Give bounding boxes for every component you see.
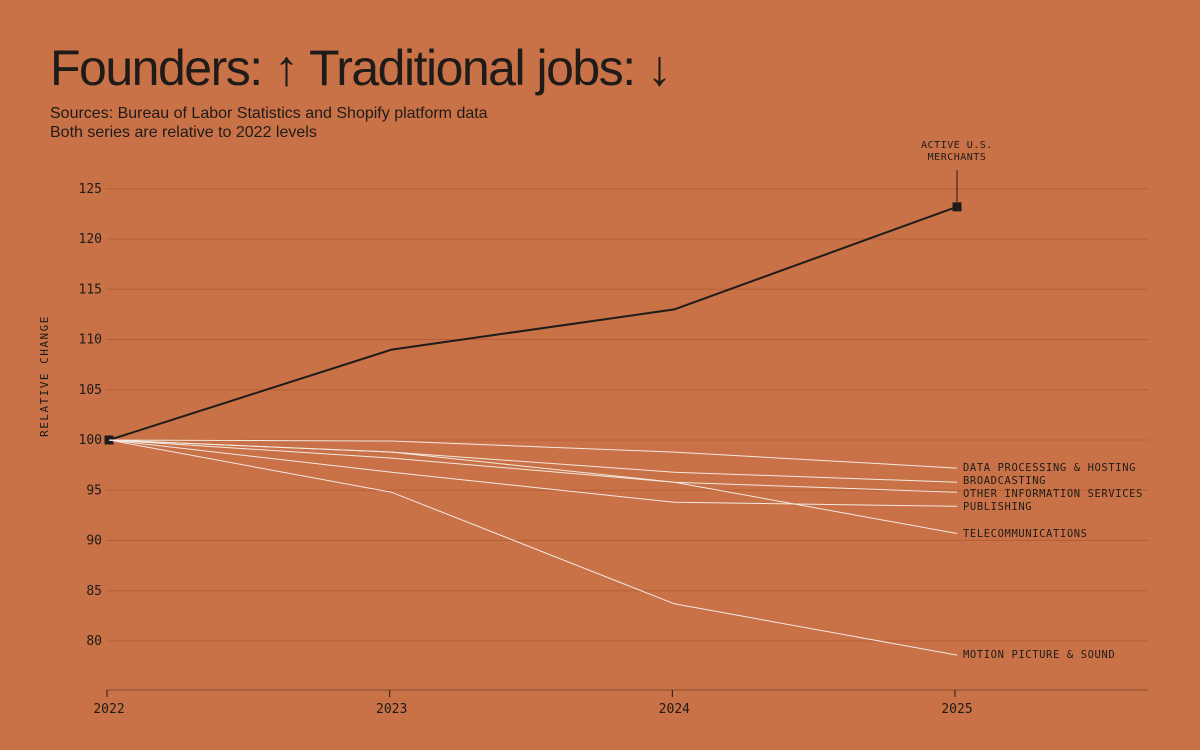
series-label-telecommunications: TELECOMMUNICATIONS xyxy=(963,528,1088,540)
series-line-active-u-s-merchants xyxy=(108,205,958,441)
x-tick-label-2023: 2023 xyxy=(376,702,407,717)
y-axis: 80 85 90 95 100 105 110 115 120 125 xyxy=(79,182,102,649)
y-tick-label-90: 90 xyxy=(86,534,102,549)
subtitle-note: Both series are relative to 2022 levels xyxy=(50,124,317,141)
y-tick-label-105: 105 xyxy=(79,383,102,398)
y-tick-label-125: 125 xyxy=(79,182,102,197)
chart-title: Founders: ↑ Traditional jobs: ↓ xyxy=(50,40,672,96)
subtitle-sources: Sources: Bureau of Labor Statistics and … xyxy=(50,105,488,122)
series-marker-active-u-s-merchants-end xyxy=(952,202,962,212)
y-tick-label-120: 120 xyxy=(79,232,102,247)
series-labels: ACTIVE U.S. MERCHANTS DATA PROCESSING & HO… xyxy=(921,140,1143,661)
series-line-telecommunications xyxy=(108,439,958,534)
series-line-data-processing-hosting xyxy=(108,439,958,469)
y-tick-label-80: 80 xyxy=(86,634,102,649)
x-axis: 2022 2023 2024 2025 xyxy=(93,689,1148,717)
series-label-motion-picture-sound: MOTION PICTURE & SOUND xyxy=(963,649,1115,661)
gridlines xyxy=(106,188,1148,642)
x-tick-label-2025: 2025 xyxy=(941,702,972,717)
series-line-motion-picture-sound xyxy=(108,439,958,656)
x-tick-label-2024: 2024 xyxy=(659,702,690,717)
series-label-other-information-services: OTHER INFORMATION SERVICES xyxy=(963,488,1143,500)
y-axis-label: RELATIVE CHANGE xyxy=(38,315,51,437)
x-tick-label-2022: 2022 xyxy=(93,702,124,717)
y-tick-label-95: 95 xyxy=(86,483,102,498)
series-label-publishing: PUBLISHING xyxy=(963,501,1032,513)
y-tick-label-85: 85 xyxy=(86,584,102,599)
series-label-data-processing-hosting: DATA PROCESSING & HOSTING xyxy=(963,462,1136,474)
y-tick-label-115: 115 xyxy=(79,282,102,297)
series-label-active-u-s-merchants: ACTIVE U.S. MERCHANTS xyxy=(921,140,993,163)
chart-subtitle: Sources: Bureau of Labor Statistics and … xyxy=(50,104,488,142)
y-tick-label-100: 100 xyxy=(79,433,102,448)
series-label-broadcasting: BROADCASTING xyxy=(963,475,1046,487)
series-lines xyxy=(104,202,962,656)
y-tick-label-110: 110 xyxy=(79,333,102,348)
series-line-other-information-services xyxy=(108,439,958,493)
series-line-publishing xyxy=(108,439,958,507)
